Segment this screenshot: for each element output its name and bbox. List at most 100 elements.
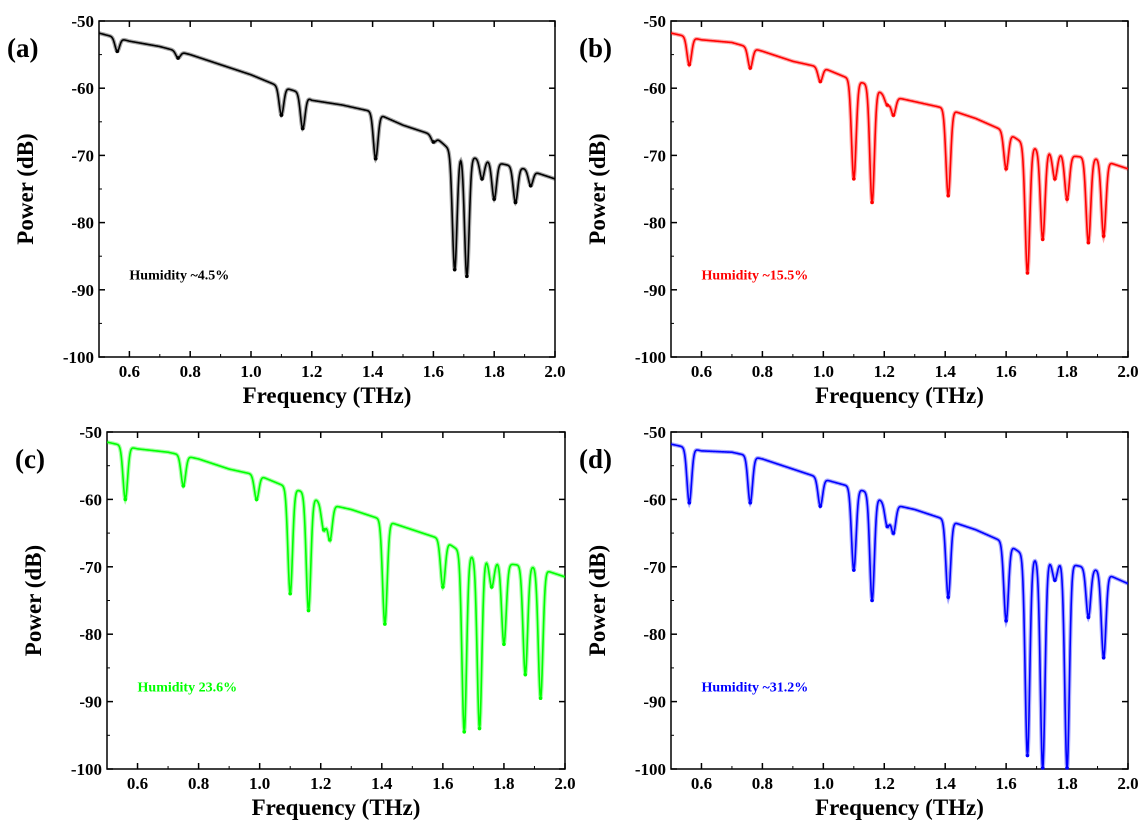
dip-point [115,49,120,54]
series-line [671,443,1128,769]
dip-point [300,126,305,131]
dip-point [383,622,387,626]
dip-point [528,183,533,188]
x-tick-label: 1.2 [874,774,895,793]
y-axis-label: Power (dB) [21,545,46,656]
y-tick-label: -90 [643,281,666,300]
dip-point [513,200,518,205]
dip-point [946,193,951,198]
dip-point [687,62,692,67]
humidity-annotation: Humidity ~31.2% [701,680,808,695]
dip-point [462,730,467,734]
dip-point [492,197,497,201]
series-line [99,32,555,277]
dip-point [885,103,890,107]
x-tick-label: 1.0 [813,774,834,793]
dip-point [1004,167,1008,171]
x-tick-label: 1.4 [362,362,384,381]
dip-point [465,274,469,279]
x-axis-label: Frequency (THz) [243,383,412,408]
x-tick-label: 1.6 [432,774,453,793]
dip-point [885,524,890,529]
series-line-halo [99,31,555,277]
dip-point [818,504,823,508]
x-tick-label: 1.4 [371,774,393,793]
x-tick-label: 1.0 [813,362,834,381]
x-tick-label: 1.4 [935,362,957,381]
panel-label: (a) [7,33,38,63]
x-tick-label: 1.8 [493,774,514,793]
dip-point [489,585,494,589]
y-tick-label: -90 [71,281,94,300]
x-tick-label: 2.0 [1117,362,1138,381]
x-tick-label: 0.6 [127,774,148,793]
x-tick-label: 0.8 [188,774,209,793]
panel-label: (b) [579,33,612,63]
dip-point [1065,197,1069,201]
dip-point [1053,177,1057,181]
dip-point [441,585,445,589]
x-tick-label: 2.0 [554,774,575,793]
dip-point [687,500,692,505]
y-axis-label: Power (dB) [585,133,610,244]
dip-point [748,500,753,505]
dip-point [477,726,482,731]
dip-point [1086,240,1091,245]
x-tick-label: 1.8 [1056,774,1077,793]
y-tick-label: -100 [63,348,94,367]
x-tick-label: 1.0 [240,362,261,381]
humidity-annotation: Humidity 23.6% [138,680,238,695]
dip-point [748,66,753,70]
y-tick-label: -70 [643,558,666,577]
x-tick-label: 2.0 [1117,774,1138,793]
dip-point [852,568,856,572]
y-tick-label: -80 [71,214,94,233]
dip-point [1086,615,1091,620]
chart-panel-c: -50 -60 -70 -80 -90 -100 0.6 0.8 1.0 1.2 1.4 1.6 1.8… [15,423,576,820]
x-axis-label: Frequency (THz) [815,383,984,408]
x-tick-label: 1.6 [423,362,444,381]
x-tick-label: 0.6 [119,362,140,381]
y-tick-label: -100 [635,348,666,367]
x-tick-label: 0.6 [691,774,712,793]
x-tick-label: 1.0 [249,774,270,793]
dip-point [176,56,180,60]
dip-point [523,672,528,677]
series-line [671,32,1128,274]
dip-point [452,267,457,272]
dip-point [1101,234,1106,238]
dip-point [946,595,951,599]
dip-point [288,591,293,596]
dip-point [852,177,856,181]
y-tick-label: -90 [79,693,102,712]
y-axis-label: Power (dB) [13,133,38,244]
plot-frame [98,20,556,358]
dip-point [1040,237,1045,242]
y-tick-label: -60 [643,490,666,509]
dip-point [1053,578,1057,583]
plot-frame [670,20,1129,358]
dip-point [1040,766,1045,770]
x-axis-label: Frequency (THz) [815,795,984,820]
y-tick-label: -50 [79,423,102,442]
dip-point [279,113,284,117]
y-tick-label: -70 [71,146,94,165]
dip-point [480,177,484,181]
chart-panel-b: -50 -60 -70 -80 -90 -100 0.6 0.8 1.0 1.2 1.4 1.6 1.8… [579,12,1139,408]
dip-point [1004,618,1008,623]
y-tick-label: -80 [643,214,666,233]
y-tick-label: -100 [71,760,102,779]
dip-point [254,497,259,502]
x-tick-label: 1.6 [996,774,1017,793]
x-tick-label: 2.0 [544,362,565,381]
x-tick-label: 1.2 [874,362,895,381]
x-tick-label: 0.8 [180,362,201,381]
dip-point [1101,655,1106,660]
x-tick-label: 1.4 [935,774,957,793]
y-tick-label: -80 [79,625,102,644]
y-tick-label: -50 [643,12,666,31]
dip-point [306,608,311,613]
y-tick-label: -90 [643,693,666,712]
